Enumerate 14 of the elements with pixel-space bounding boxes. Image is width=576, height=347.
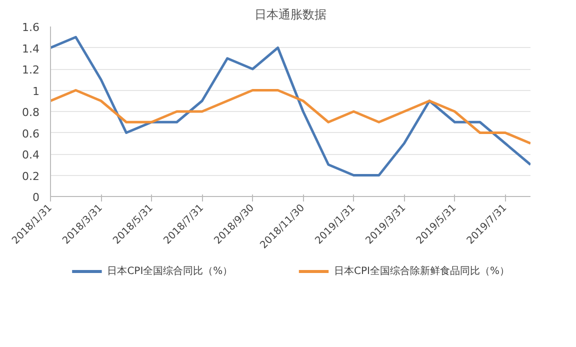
y-tick-label: 1	[32, 84, 40, 98]
y-tick-label: 0.6	[22, 127, 40, 140]
line-series	[50, 89, 530, 145]
y-tick-label: 1.6	[22, 21, 40, 34]
legend-label: 日本CPI全国综合除新鲜食品同比（%）	[334, 265, 510, 277]
chart-title: 日本通胀数据	[254, 8, 326, 22]
line-series	[50, 36, 530, 176]
y-tick-label: 0.4	[22, 148, 40, 162]
y-tick-label: 0.8	[22, 106, 40, 119]
y-tick-label: 0	[32, 191, 40, 204]
legend-label: 日本CPI全国综合同比（%）	[107, 265, 233, 277]
y-tick-label: 0.2	[22, 170, 40, 183]
y-tick-label: 1.2	[22, 64, 40, 76]
y-tick-label: 1.4	[22, 42, 40, 56]
